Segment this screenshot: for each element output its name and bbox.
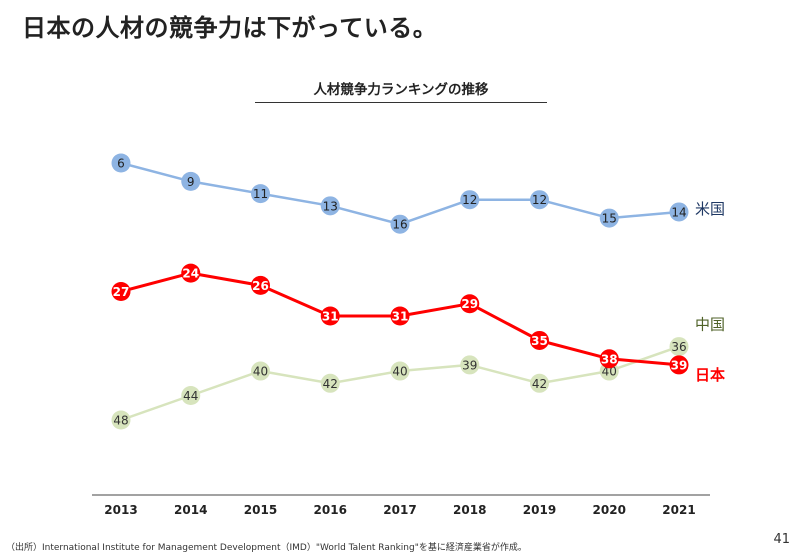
data-point [460,190,480,210]
source-note: （出所）International Institute for Manageme… [6,543,527,553]
data-point [460,294,480,314]
data-label: 42 [532,377,547,391]
data-label: 39 [671,358,688,372]
data-label: 24 [182,267,199,281]
data-label: 29 [461,297,478,311]
data-point [251,361,270,381]
data-label: 12 [532,193,547,207]
data-point [599,208,619,228]
data-label: 40 [602,365,617,379]
data-label: 11 [253,187,268,201]
data-point [599,349,619,369]
data-point [251,275,270,295]
x-tick-label: 2019 [523,503,556,517]
x-tick-label: 2021 [662,503,695,517]
data-label: 31 [322,309,339,323]
x-tick-label: 2013 [104,503,137,517]
data-label: 39 [462,358,477,372]
x-tick-label: 2017 [383,503,416,517]
data-point [251,184,270,204]
data-point [390,361,410,381]
x-tick-label: 2014 [174,503,207,517]
data-point [669,202,689,222]
data-point [460,355,480,375]
data-label: 42 [323,377,338,391]
chart-title: 人材競争力ランキングの推移 [313,82,489,98]
x-tick-label: 2015 [244,503,277,517]
data-label: 31 [392,309,409,323]
data-label: 48 [113,414,128,428]
data-label: 6 [117,157,125,171]
data-point [320,306,340,326]
data-point [669,355,689,375]
data-label: 12 [462,193,477,207]
data-label: 40 [392,365,407,379]
data-point [320,196,340,216]
data-label: 14 [671,205,686,219]
data-label: 26 [252,279,269,293]
series-label: 中国 [695,316,725,334]
chart-title-rule [255,102,547,103]
data-label: 36 [671,340,686,354]
data-label: 35 [531,334,548,348]
data-point [530,190,549,210]
data-label: 44 [183,389,198,403]
series-label: 米国 [695,200,725,218]
data-label: 27 [113,285,130,299]
series-label: 日本 [695,366,725,384]
data-label: 13 [323,199,338,213]
data-label: 16 [392,218,407,232]
data-label: 9 [187,175,195,189]
data-label: 38 [601,352,618,366]
data-point [181,386,201,406]
data-point [530,373,549,393]
series-line [120,345,680,422]
data-point [181,263,201,283]
data-point [669,337,689,357]
data-point [111,282,131,301]
page-number: 41 [773,532,790,547]
slide-title: 日本の人材の競争力は下がっている。 [22,14,438,42]
x-tick-label: 2016 [314,503,347,517]
x-tick-label: 2018 [453,503,486,517]
data-point [111,153,131,173]
data-point [390,214,410,234]
data-point [181,171,201,191]
data-point [320,373,340,393]
series-points: 48 44 40 42 40 39 42 40 36 6 9 11 13 16 12 12 15 14 27 24 26… [111,153,689,430]
data-point [530,330,549,350]
series-lines [120,161,680,422]
x-tick-labels: 2013 2014 2015 2016 2017 2018 2019 2020 2021 [104,503,695,517]
data-label: 15 [602,212,617,226]
x-tick-label: 2020 [593,503,626,517]
data-label: 40 [253,365,268,379]
data-point [390,306,410,326]
data-point [111,410,131,430]
